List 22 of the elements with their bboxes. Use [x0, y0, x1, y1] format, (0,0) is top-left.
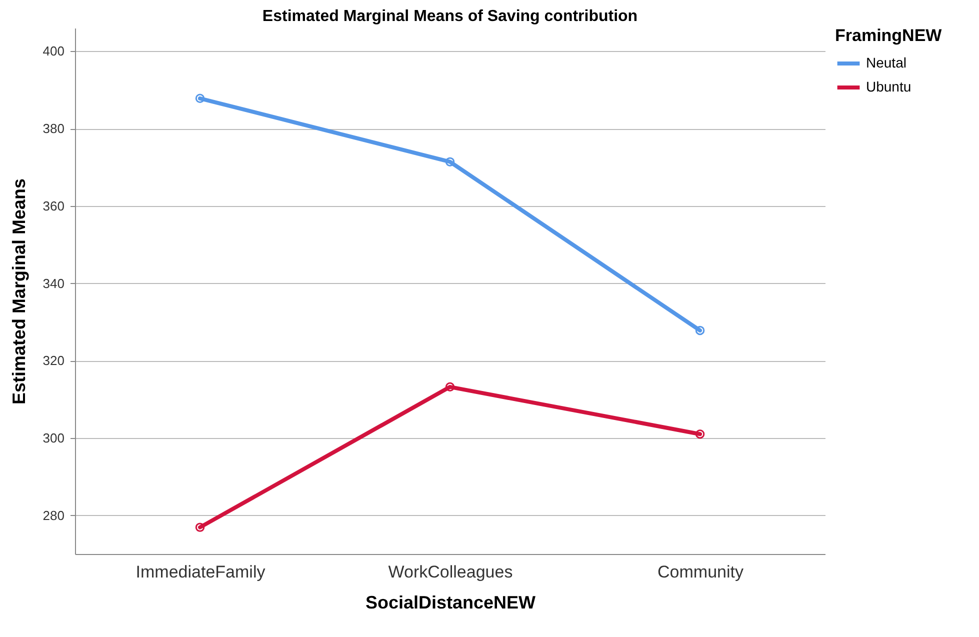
chart-title: Estimated Marginal Means of Saving contribution [262, 8, 638, 25]
x-tick-label: WorkColleagues [388, 562, 513, 582]
legend-title: FramingNEW [835, 26, 943, 45]
point [195, 94, 205, 104]
x-tick-label: ImmediateFamily [136, 562, 266, 582]
x-axis-title: SocialDistanceNEW [365, 592, 536, 612]
point [445, 382, 455, 392]
point [695, 326, 705, 336]
legend-label: Neutal [866, 54, 906, 70]
point [195, 522, 205, 532]
y-tick-label: 400 [42, 44, 64, 59]
point [445, 157, 455, 166]
point [695, 429, 705, 439]
x-tick-label: Community [658, 562, 744, 582]
y-tick-label: 320 [42, 353, 64, 368]
legend-label: Ubuntu [866, 78, 912, 94]
y-tick-label: 280 [42, 508, 64, 523]
y-axis-title: Estimated Marginal Means [8, 178, 29, 405]
y-tick-label: 360 [42, 198, 64, 214]
y-tick-label: 300 [42, 430, 64, 446]
y-tick-label: 380 [42, 121, 64, 136]
y-tick-label: 340 [42, 276, 64, 291]
